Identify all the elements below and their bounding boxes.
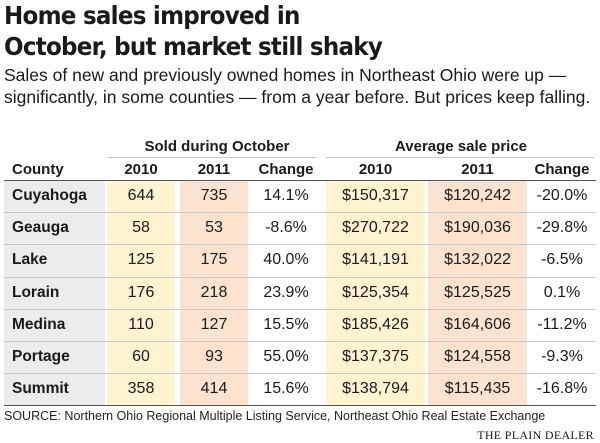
- county-cell: Lorain: [12, 283, 60, 301]
- sold-2011-cell: 414: [200, 380, 228, 398]
- header-rule: [4, 180, 596, 181]
- price-change-cell: -20.0%: [536, 187, 588, 204]
- chart-title: Home sales improved in October, but mark…: [4, 0, 390, 62]
- price-group-rule: [326, 157, 594, 158]
- sold-change-cell: 14.1%: [263, 187, 309, 204]
- sold-2010-cell: 176: [127, 283, 155, 301]
- row-divider: [4, 308, 596, 310]
- sold-2010-cell: 358: [127, 380, 155, 398]
- price-2011-cell: $120,242: [444, 187, 511, 204]
- price-2011-cell: $132,022: [444, 251, 511, 269]
- county-cell: Cuyahoga: [12, 187, 87, 204]
- col-county: County: [12, 161, 64, 178]
- price-group-header: Average sale price: [394, 138, 528, 155]
- sold-2011-cell: 53: [205, 219, 223, 237]
- sold-2011-cell: 127: [200, 315, 228, 333]
- sold-change-cell: 15.6%: [263, 380, 309, 398]
- row-divider: [4, 244, 596, 246]
- sold-change-cell: 23.9%: [263, 283, 309, 301]
- price-change-cell: 0.1%: [543, 283, 581, 301]
- sold-change-cell: -8.6%: [265, 219, 307, 237]
- price-2011-band: [428, 180, 527, 405]
- price-change-cell: -6.5%: [541, 251, 583, 269]
- county-cell: Portage: [12, 348, 70, 365]
- price-2010-cell: $270,722: [342, 219, 409, 237]
- price-2010-cell: $138,794: [342, 380, 409, 398]
- county-cell: Summit: [12, 380, 69, 398]
- row-divider: [4, 276, 596, 278]
- sold-2011-cell: 93: [205, 348, 223, 365]
- col-sold-2010: 2010: [124, 161, 158, 178]
- price-2011-cell: $190,036: [444, 219, 511, 237]
- price-2010-cell: $185,426: [342, 315, 409, 333]
- col-price-2011: 2011: [461, 161, 494, 178]
- price-2011-cell: $124,558: [444, 348, 511, 365]
- price-2010-cell: $141,191: [342, 251, 409, 269]
- price-2011-cell: $164,606: [444, 315, 511, 333]
- sold-2011-band: [180, 180, 248, 405]
- col-price-change: Change: [534, 161, 590, 178]
- footer-rule: [4, 405, 596, 406]
- sold-2010-cell: 60: [132, 348, 150, 365]
- chart-subtitle: Sales of new and previously owned homes …: [4, 65, 591, 107]
- title-line-2: October, but market still shaky: [4, 32, 383, 61]
- col-price-2010: 2010: [358, 161, 393, 178]
- price-2010-band: [326, 180, 425, 405]
- row-divider: [4, 341, 596, 342]
- title-line-1: Home sales improved in: [4, 1, 300, 30]
- price-change-cell: -29.8%: [536, 219, 588, 237]
- county-cell: Geauga: [12, 219, 69, 237]
- source-note: SOURCE: Northern Ohio Regional Multiple …: [4, 409, 546, 423]
- price-change-cell: -11.2%: [537, 315, 587, 333]
- row-divider: [4, 212, 596, 214]
- price-2010-cell: $150,317: [342, 187, 409, 204]
- sold-2010-cell: 644: [127, 187, 155, 204]
- price-2010-cell: $137,375: [342, 348, 409, 365]
- sold-2011-cell: 735: [200, 187, 228, 204]
- sold-group-rule: [107, 157, 317, 158]
- row-divider: [4, 373, 596, 375]
- col-sold-2011: 2011: [197, 161, 231, 178]
- sold-change-cell: 40.0%: [263, 251, 309, 269]
- sold-group-header: Sold during October: [144, 138, 290, 155]
- sold-2011-cell: 218: [200, 283, 228, 301]
- sold-2010-cell: 110: [128, 315, 154, 333]
- price-2011-cell: $115,435: [444, 380, 511, 398]
- county-cell: Medina: [12, 315, 66, 333]
- sold-2010-cell: 125: [127, 251, 155, 269]
- sold-2010-band: [107, 180, 175, 405]
- county-cell: Lake: [12, 251, 48, 269]
- sold-change-cell: 15.5%: [263, 315, 309, 333]
- sold-2010-cell: 58: [132, 219, 150, 237]
- price-change-cell: -9.3%: [541, 348, 583, 365]
- col-sold-change: Change: [258, 161, 314, 178]
- price-change-cell: -16.8%: [536, 380, 588, 398]
- sold-change-cell: 55.0%: [263, 348, 309, 365]
- county-band: [4, 180, 105, 405]
- price-2011-cell: $125,525: [444, 283, 511, 301]
- publisher-logo: THE PLAIN DEALER: [477, 428, 594, 442]
- sold-2011-cell: 175: [200, 251, 228, 269]
- price-2010-cell: $125,354: [342, 283, 409, 301]
